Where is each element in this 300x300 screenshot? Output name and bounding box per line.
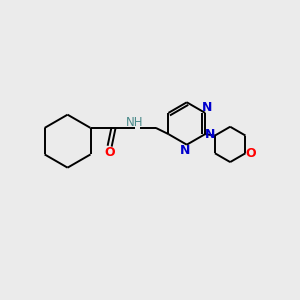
Text: N: N xyxy=(201,100,212,113)
Text: O: O xyxy=(104,146,115,159)
Text: N: N xyxy=(180,144,190,157)
Text: NH: NH xyxy=(126,116,144,129)
Text: N: N xyxy=(204,128,215,141)
Text: O: O xyxy=(245,147,256,160)
